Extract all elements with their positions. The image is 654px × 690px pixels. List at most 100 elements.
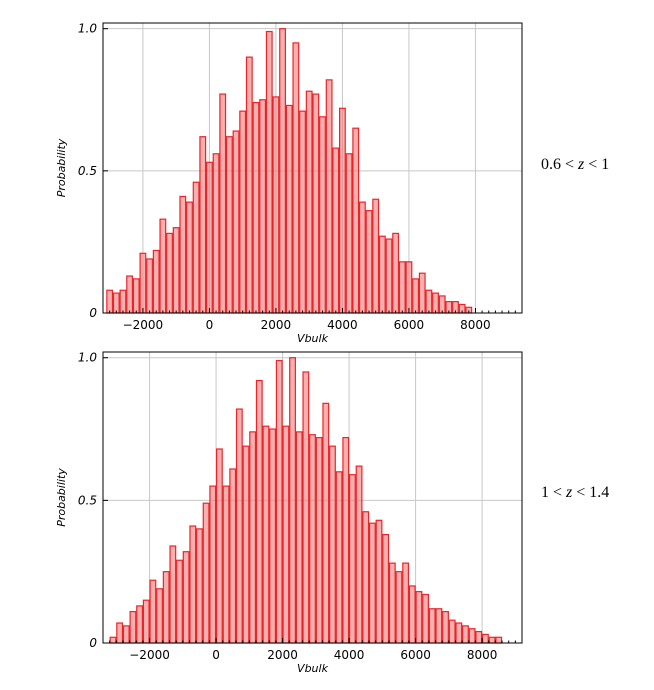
histogram-bar	[122, 625, 130, 644]
histogram-bar	[438, 295, 446, 314]
histogram-bar	[265, 30, 273, 314]
histogram-bar	[312, 93, 320, 314]
histogram-bar	[292, 42, 300, 314]
histogram-bar	[202, 502, 210, 644]
histogram-bar	[275, 359, 283, 644]
histogram-bar	[259, 99, 267, 314]
histogram-bar	[129, 611, 137, 644]
histogram-bar	[139, 252, 147, 314]
histogram-bar	[302, 371, 310, 644]
histogram-bar	[229, 468, 237, 644]
x-tick-label: 2000	[261, 318, 292, 332]
histogram-bar	[156, 588, 163, 644]
histogram-bar	[116, 622, 124, 644]
histogram-bar	[136, 605, 144, 644]
histogram-bar	[262, 425, 270, 644]
histogram-bar	[488, 636, 496, 644]
histogram-bar	[215, 448, 223, 644]
plot-frame	[102, 351, 523, 644]
y-tick-label: 0.5	[78, 164, 97, 178]
panel-label-1: 1 < z < 1.4	[541, 484, 610, 501]
histogram-bar	[448, 619, 456, 644]
histogram-bar	[375, 519, 383, 644]
histogram-bar	[468, 628, 476, 644]
histogram-bar	[225, 136, 233, 314]
histogram-bar	[342, 436, 350, 644]
histogram-bar	[192, 181, 200, 314]
histogram-bar	[322, 402, 330, 644]
histogram-bar	[252, 102, 260, 314]
x-tick-label: 4000	[327, 318, 358, 332]
histogram-bar	[186, 201, 193, 314]
x-tick-label: 2000	[267, 648, 298, 662]
histogram-bar	[299, 110, 306, 314]
histogram-bar	[132, 278, 140, 314]
histogram-bar	[348, 474, 356, 644]
histogram-bar	[365, 210, 373, 314]
x-tick-label: 8000	[467, 648, 498, 662]
y-axis-label: Probability	[55, 138, 68, 197]
histogram-bar	[255, 379, 263, 644]
histogram-bar	[222, 485, 230, 644]
histogram-bar	[345, 153, 353, 314]
histogram-bar	[242, 445, 250, 644]
histogram-bar	[106, 289, 114, 314]
histogram-bar	[189, 525, 197, 644]
x-tick-label: 4000	[334, 648, 365, 662]
chart-panel-0: −2000 0 2000 4000 6000 8000 0 0.5 1.0 Vbulk Probab…	[55, 22, 523, 345]
histogram-bar	[309, 434, 316, 644]
histogram-bar	[408, 585, 416, 644]
histogram-bar	[481, 633, 489, 644]
x-tick-label: 0	[206, 318, 214, 332]
histogram-bar	[372, 198, 380, 314]
histogram-bar	[428, 608, 436, 644]
histogram-bar	[146, 258, 153, 314]
histogram-bar	[475, 630, 483, 644]
histogram-bar	[245, 56, 253, 314]
histogram-bar	[442, 611, 449, 644]
histogram-bar	[335, 471, 343, 644]
histogram-bar	[395, 571, 403, 644]
x-axis-label: Vbulk	[297, 662, 329, 675]
histogram-bar	[352, 127, 360, 314]
histogram-bar	[205, 161, 213, 314]
histogram-bar	[305, 90, 313, 314]
histogram-bar	[196, 528, 203, 644]
y-axis-label: Probability	[55, 468, 68, 527]
histogram-bar	[176, 559, 183, 644]
histogram-bar	[422, 593, 429, 644]
histogram-bar	[232, 130, 240, 314]
histogram-bar	[126, 275, 134, 314]
histogram-bar	[239, 110, 247, 314]
histogram-bar	[368, 522, 376, 644]
x-tick-label: 6000	[394, 318, 425, 332]
y-tick-label: 0.5	[78, 493, 97, 507]
histogram-bar	[339, 107, 346, 314]
histogram-bar	[382, 533, 390, 644]
histogram-bar	[432, 292, 439, 314]
histogram-bar	[329, 445, 336, 644]
histogram-bar	[378, 235, 386, 314]
histogram-bar	[405, 261, 413, 314]
x-tick-label: −2000	[123, 318, 164, 332]
histogram-bar	[285, 104, 293, 314]
histogram-bar	[332, 147, 340, 314]
x-axis-label: Vbulk	[297, 332, 329, 345]
histogram-bar	[109, 636, 117, 644]
histogram-bar	[355, 465, 363, 644]
histogram-bar	[462, 625, 469, 644]
x-tick-label: −2000	[129, 648, 170, 662]
histogram-bar	[166, 232, 173, 314]
histogram-bar	[289, 357, 296, 644]
histogram-bar	[392, 232, 400, 314]
histogram-bar	[249, 431, 257, 644]
histogram-bar	[362, 511, 370, 644]
histogram-bar	[219, 93, 227, 314]
histogram-bar	[412, 278, 420, 314]
histogram-bar	[272, 96, 280, 314]
histogram-bar	[212, 153, 220, 314]
histogram-bar	[495, 636, 503, 644]
histogram-bar	[325, 79, 333, 314]
x-tick-label: 8000	[460, 318, 491, 332]
